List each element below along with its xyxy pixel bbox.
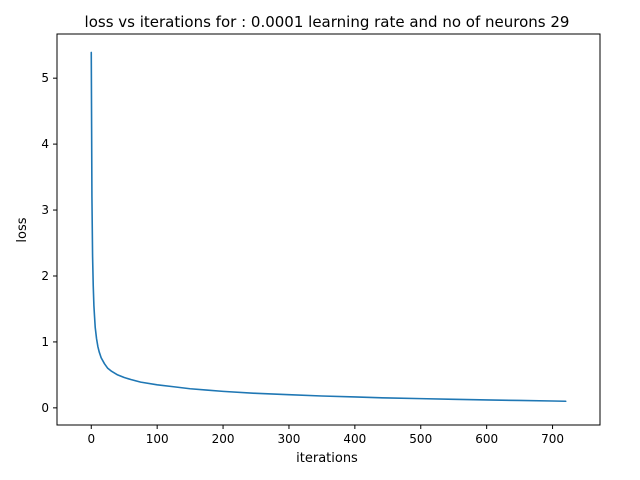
x-axis-label: iterations — [296, 451, 358, 466]
plot-area: 0 100 200 300 400 500 600 700 0 1 2 3 4 5 — [41, 33, 601, 446]
x-tick-label: 400 — [343, 432, 366, 446]
y-tick-label: 4 — [41, 137, 49, 151]
y-tick-label: 0 — [41, 401, 49, 415]
y-tick-label: 3 — [41, 203, 49, 217]
x-tick-label: 500 — [409, 432, 432, 446]
y-tick-label: 1 — [41, 335, 49, 349]
plot-frame — [56, 33, 601, 426]
x-tick-label: 100 — [146, 432, 169, 446]
x-tick-label: 600 — [475, 432, 498, 446]
y-tick-label: 2 — [41, 269, 49, 283]
chart-title: loss vs iterations for : 0.0001 learning… — [85, 13, 570, 31]
x-tick-label: 700 — [541, 432, 564, 446]
y-axis: 0 1 2 3 4 5 — [41, 71, 57, 415]
x-tick-label: 300 — [278, 432, 301, 446]
loss-series-line — [90, 51, 567, 403]
x-tick-label: 0 — [87, 432, 95, 446]
y-tick-label: 5 — [41, 71, 49, 85]
y-axis-label: loss — [15, 217, 30, 242]
x-tick-label: 200 — [212, 432, 235, 446]
x-axis: 0 100 200 300 400 500 600 700 — [87, 425, 564, 446]
